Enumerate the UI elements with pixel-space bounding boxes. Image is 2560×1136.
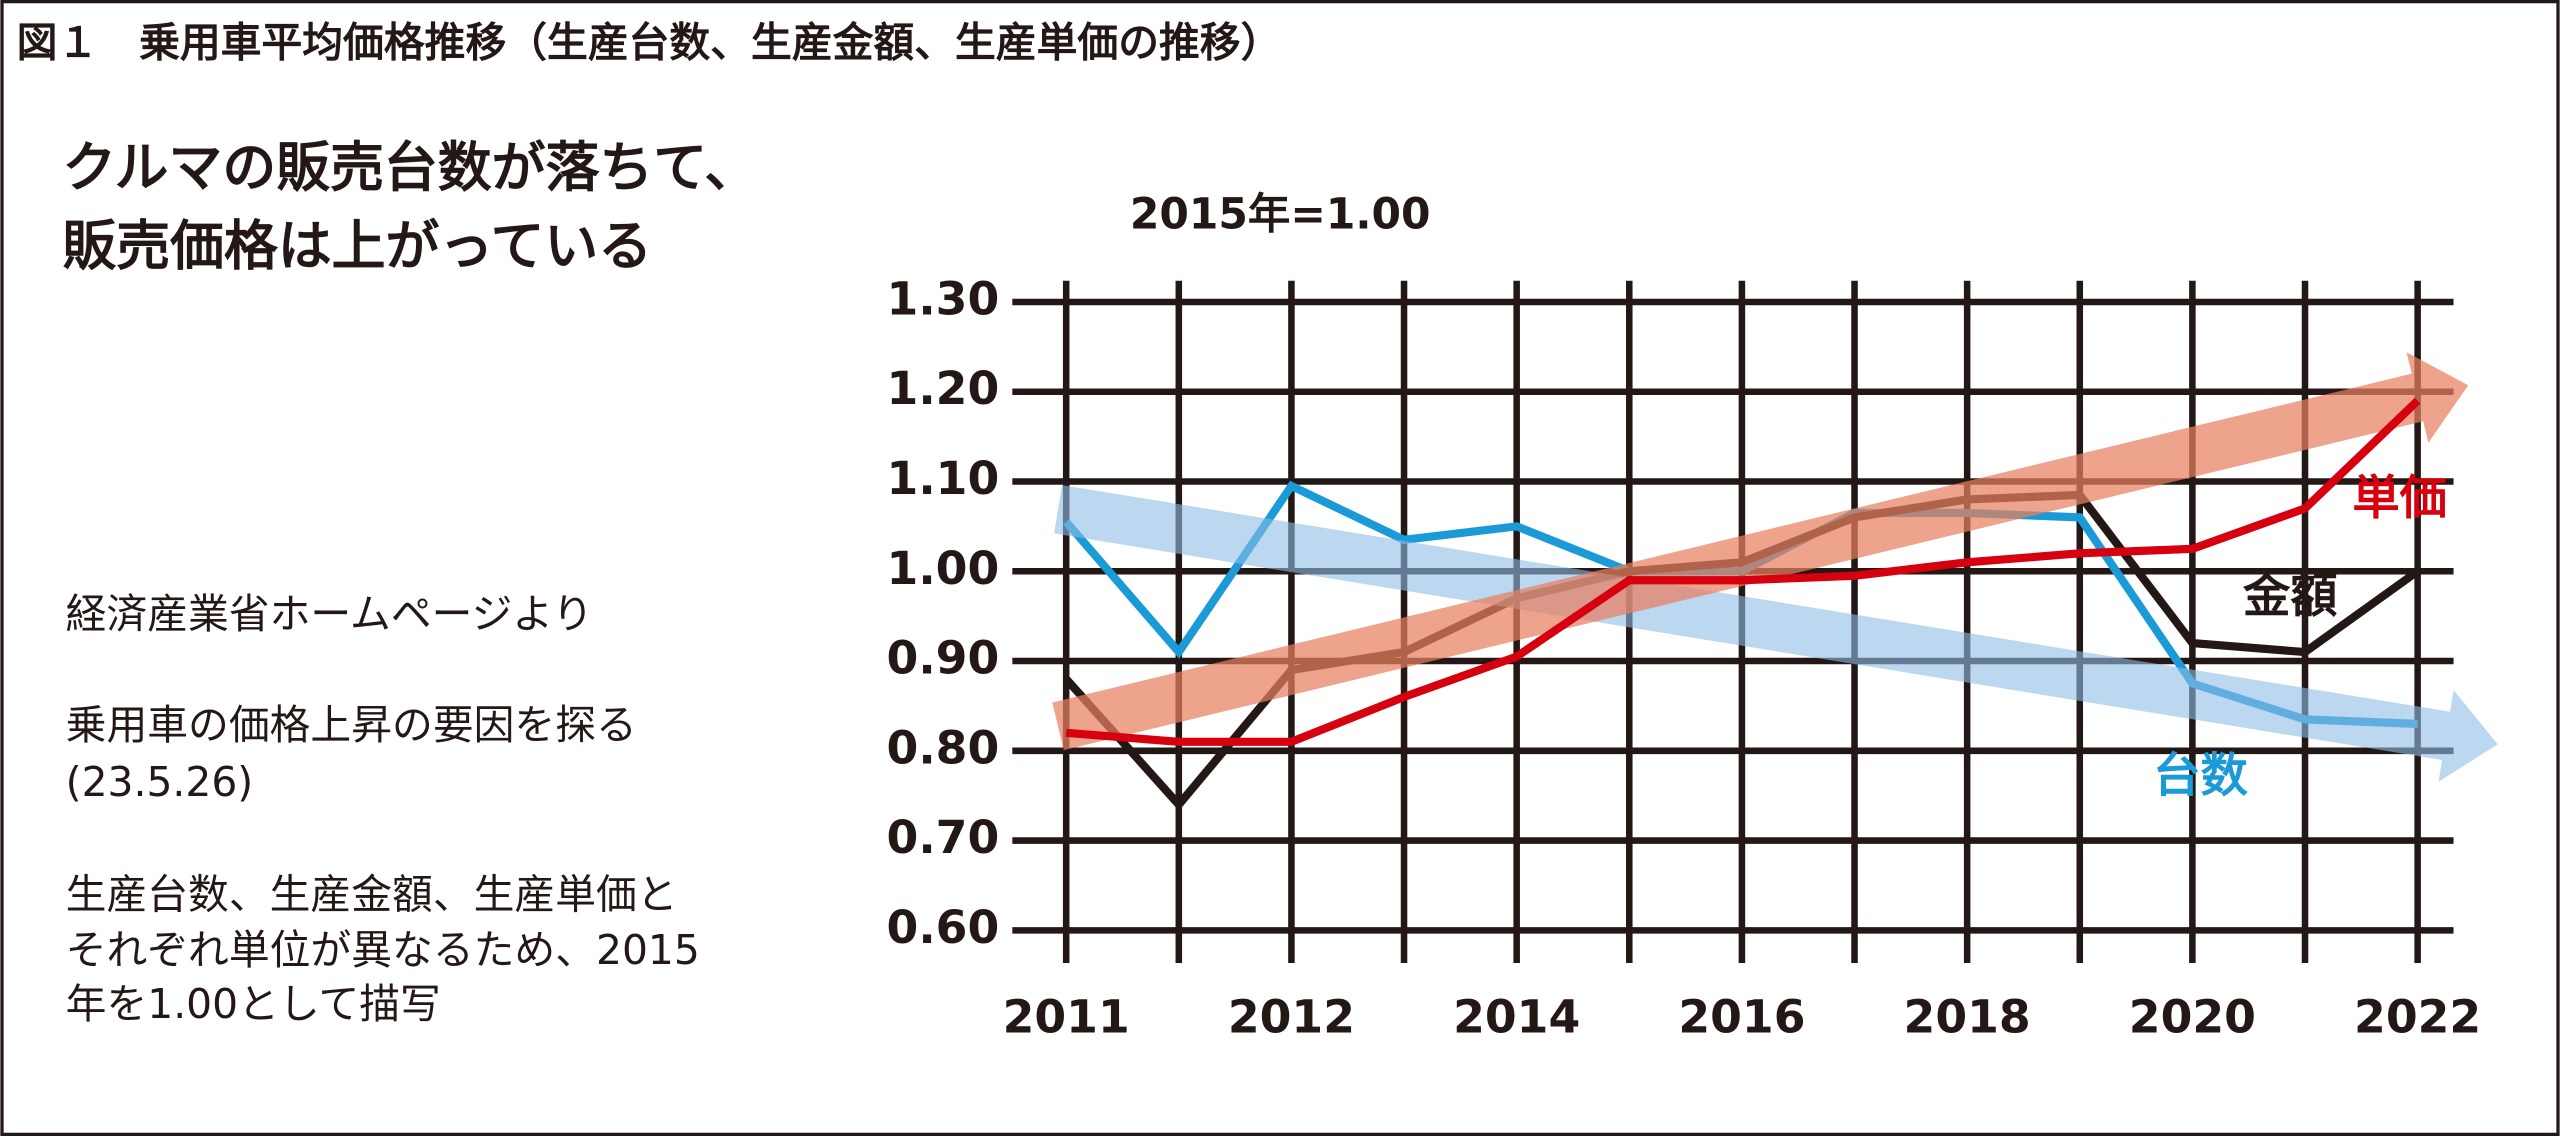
x-tick-label: 2022 xyxy=(2354,991,2481,1044)
series-label: 台数 xyxy=(2153,749,2248,804)
note: 生産台数、生産金額、生産単価と xyxy=(66,871,678,919)
series-label: 金額 xyxy=(2242,569,2338,624)
y-tick-label: 0.70 xyxy=(887,811,1000,864)
chart-title: 図１ 乗用車平均価格推移（生産台数、生産金額、生産単価の推移） xyxy=(17,19,1282,67)
y-tick-label: 1.00 xyxy=(887,542,1000,595)
y-tick-label: 1.10 xyxy=(887,452,1000,505)
series-line xyxy=(1065,397,2421,746)
trend-arrow xyxy=(1054,485,2498,782)
y-tick-label: 0.90 xyxy=(887,632,1000,685)
x-tick-label: 2018 xyxy=(1904,991,2031,1044)
y-axis-label: 2015年=1.00 xyxy=(1130,191,1431,240)
note: 経済産業省ホームページより xyxy=(66,590,594,638)
note: それぞれ単位が異なるため、2015 xyxy=(66,926,700,974)
trend-arrow xyxy=(1052,352,2469,751)
note: 年を1.00として描写 xyxy=(66,980,441,1028)
note: (23.5.26) xyxy=(66,758,254,806)
x-tick-label: 2011 xyxy=(1003,991,1130,1044)
x-tick-label: 2014 xyxy=(1453,991,1580,1044)
x-tick-label: 2016 xyxy=(1678,991,1805,1044)
y-tick-label: 1.20 xyxy=(887,362,1000,415)
note: 乗用車の価格上昇の要因を探る xyxy=(66,701,637,749)
y-tick-label: 1.30 xyxy=(887,272,1000,325)
subtitle: クルマの販売台数が落ちて、 xyxy=(62,136,758,199)
series-label: 単価 xyxy=(2352,471,2447,526)
x-tick-label: 2020 xyxy=(2129,991,2256,1044)
y-tick-label: 0.60 xyxy=(887,901,1000,954)
y-tick-label: 0.80 xyxy=(887,721,1000,774)
x-tick-label: 2012 xyxy=(1228,991,1355,1044)
subtitle: 販売価格は上がっている xyxy=(62,214,652,277)
